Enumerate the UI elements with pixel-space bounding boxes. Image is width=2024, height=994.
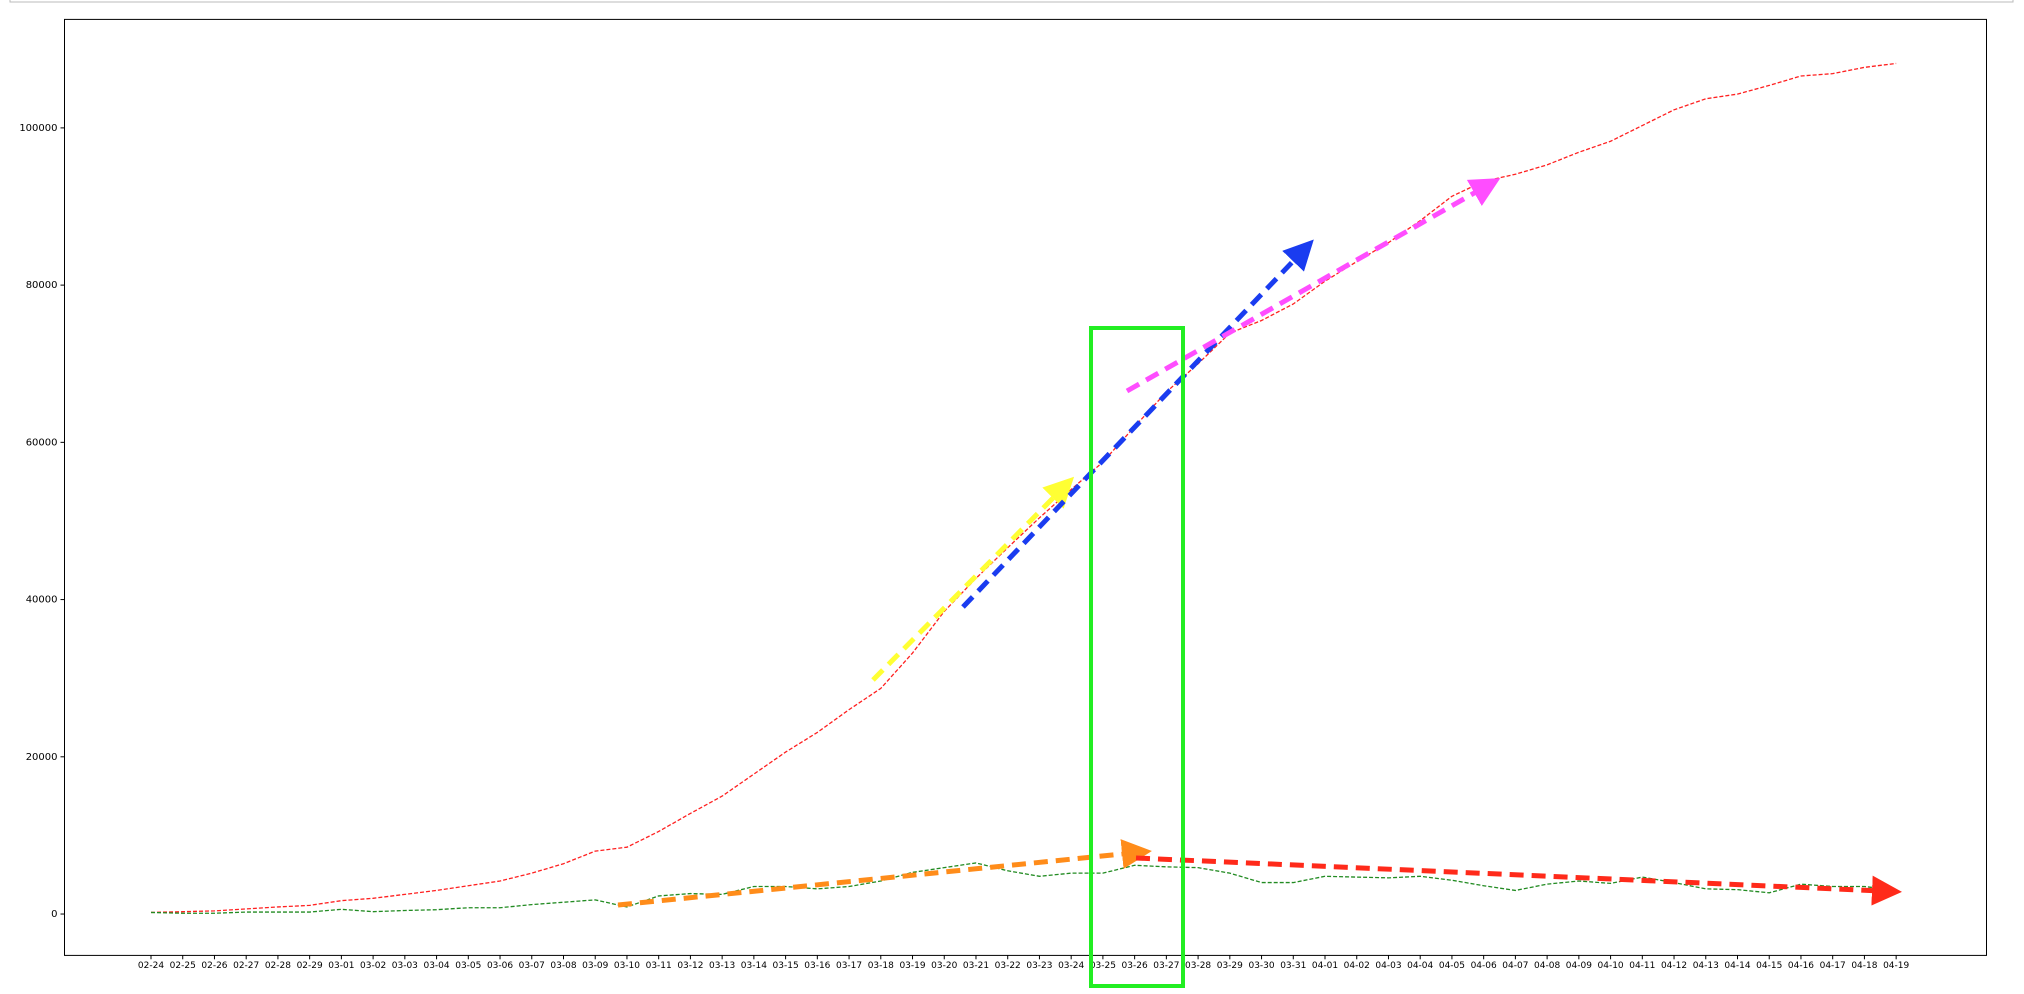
x-tick-label: 04-07 (1502, 961, 1528, 971)
x-tick-label: 04-05 (1439, 961, 1465, 971)
plot-area: 0 20000 40000 60000 80000 100000 02-24 02-25 02-… (19, 62, 1909, 971)
x-tick-label: 04-12 (1661, 961, 1687, 971)
x-tick-label: 03-12 (677, 961, 703, 971)
x-tick-label: 04-17 (1820, 961, 1846, 971)
annotations (617, 178, 1902, 988)
x-tick-label: 03-14 (741, 961, 767, 971)
x-tick-label: 04-08 (1534, 961, 1560, 971)
y-tick-label: 80000 (26, 280, 58, 291)
x-tick-label: 03-16 (804, 961, 830, 971)
x-tick-label: 03-17 (836, 961, 862, 971)
x-tick-label: 02-27 (233, 961, 259, 971)
x-tick-label: 03-05 (455, 961, 481, 971)
x-tick-label: 02-24 (138, 961, 164, 971)
y-tick-label: 40000 (26, 595, 58, 606)
x-tick-label: 04-14 (1724, 961, 1750, 971)
x-tick-label: 03-08 (550, 961, 576, 971)
x-tick-label: 03-26 (1122, 961, 1148, 971)
x-tick-label: 03-13 (709, 961, 735, 971)
series-line (150, 862, 1897, 914)
x-tick-label: 04-18 (1851, 961, 1877, 971)
x-tick-label: 03-10 (614, 961, 640, 971)
x-tick-label: 03-29 (1217, 961, 1243, 971)
x-tick-label: 04-10 (1598, 961, 1624, 971)
x-tick-label: 03-18 (868, 961, 894, 971)
x-tick-label: 02-25 (170, 961, 196, 971)
x-tick-label: 03-30 (1248, 961, 1274, 971)
arrow (617, 839, 1152, 908)
x-tick-label: 03-09 (582, 961, 608, 971)
x-tick-label: 04-16 (1788, 961, 1814, 971)
x-tick-label: 03-24 (1058, 961, 1084, 971)
x-tick-label: 04-13 (1693, 961, 1719, 971)
x-tick-label: 03-25 (1090, 961, 1116, 971)
series-line (150, 62, 1897, 914)
x-tick-label: 02-26 (201, 961, 227, 971)
arrow (871, 476, 1075, 682)
x-tick-label: 03-27 (1153, 961, 1179, 971)
x-tick-label: 04-11 (1629, 961, 1655, 971)
x-tick-label: 04-02 (1344, 961, 1370, 971)
x-tick-label: 03-06 (487, 961, 513, 971)
x-tick-label: 04-19 (1883, 961, 1909, 971)
y-tick-label: 0 (51, 909, 57, 920)
x-tick-label: 03-23 (1026, 961, 1052, 971)
x-tick-label: 04-09 (1566, 961, 1592, 971)
x-tick-label: 03-07 (519, 961, 545, 971)
x-tick-label: 03-28 (1185, 961, 1211, 971)
x-tick-label: 03-04 (423, 961, 449, 971)
x-tick-label: 04-06 (1471, 961, 1497, 971)
x-tick-label: 04-15 (1756, 961, 1782, 971)
x-tick-label: 02-29 (297, 961, 323, 971)
arrow (1125, 178, 1501, 394)
x-tick-label: 04-03 (1375, 961, 1401, 971)
y-tick-label: 100000 (19, 123, 57, 134)
arrow (1135, 855, 1902, 906)
x-tick-label: 03-03 (392, 961, 418, 971)
x-tick-label: 03-22 (995, 961, 1021, 971)
x-tick-label: 03-19 (899, 961, 925, 971)
x-tick-label: 03-11 (646, 961, 672, 971)
x-tick-label: 03-31 (1280, 961, 1306, 971)
x-tick-label: 03-21 (963, 961, 989, 971)
highlight-box (1089, 326, 1185, 988)
arrow (961, 239, 1314, 609)
x-tick-label: 04-04 (1407, 961, 1433, 971)
plot-frame (64, 18, 1987, 956)
x-tick-label: 03-20 (931, 961, 957, 971)
y-tick-label: 60000 (26, 437, 58, 448)
x-tick-label: 03-01 (328, 961, 354, 971)
x-tick-label: 04-01 (1312, 961, 1338, 971)
x-tick-label: 03-02 (360, 961, 386, 971)
y-tick-label: 20000 (26, 752, 58, 763)
top-frame (9, 0, 2014, 3)
x-tick-label: 02-28 (265, 961, 291, 971)
x-tick-label: 03-15 (773, 961, 799, 971)
